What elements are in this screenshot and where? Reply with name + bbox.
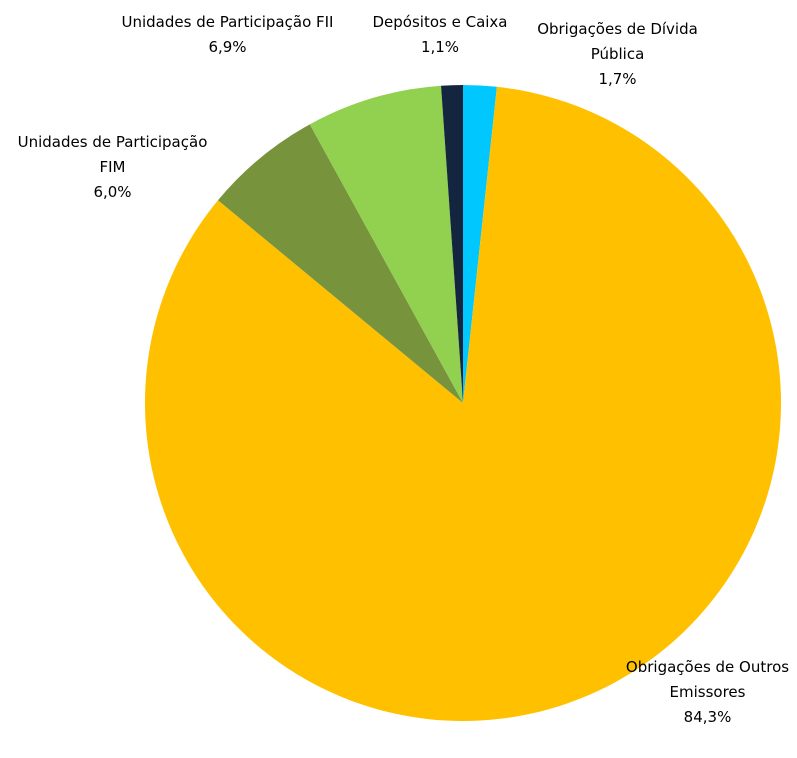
- slice-label: Obrigações de Outros Emissores 84,3%: [600, 655, 797, 730]
- pie-slice: [309, 85, 463, 404]
- slice-label: Unidades de Participação FII 6,9%: [115, 10, 340, 60]
- slice-value: 6,9%: [208, 38, 247, 56]
- slice-value: 1,7%: [598, 70, 637, 88]
- slice-name: Unidades de Participação FIM: [17, 133, 208, 176]
- pie-slice: [145, 86, 781, 721]
- slice-label: Unidades de Participação FIM 6,0%: [5, 130, 220, 205]
- slice-name: Unidades de Participação FII: [121, 13, 334, 31]
- slice-value: 84,3%: [683, 708, 732, 726]
- slice-name: Obrigações de Dívida Pública: [537, 20, 698, 63]
- slice-name: Depósitos e Caixa: [372, 13, 508, 31]
- pie-slice: [463, 85, 497, 403]
- slice-label: Depósitos e Caixa 1,1%: [355, 10, 525, 60]
- slice-name: Obrigações de Outros Emissores: [625, 658, 790, 701]
- slice-value: 6,0%: [93, 183, 132, 201]
- slice-label: Obrigações de Dívida Pública 1,7%: [530, 17, 705, 92]
- pie-slice: [441, 85, 463, 403]
- pie-slice: [217, 124, 463, 403]
- slice-value: 1,1%: [420, 38, 460, 56]
